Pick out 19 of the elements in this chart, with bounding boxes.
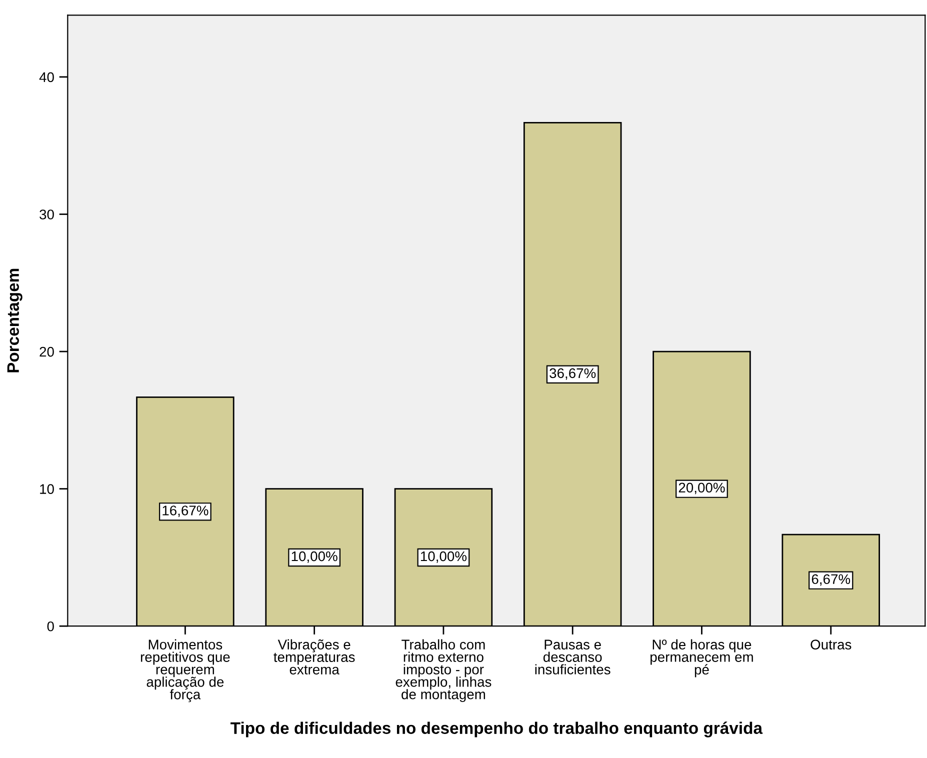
x-tick-label: Outras — [810, 640, 852, 650]
y-tick-label: 10 — [40, 484, 54, 494]
y-tick-label: 20 — [40, 346, 54, 357]
data-label: 6,67% — [812, 574, 850, 586]
data-label: 10,00% — [420, 551, 467, 563]
x-tick-label: Nº de horas que permanecem em pé — [650, 639, 753, 678]
x-axis-title: Tipo de dificuldades no desempenho do trabalho enquanto grávida — [230, 722, 763, 738]
data-label: 10,00% — [292, 551, 338, 563]
data-label: 16,67% — [162, 506, 208, 518]
y-axis-title: Porcentagem — [7, 268, 22, 372]
x-tick-label: Vibrações e temperaturas extrema — [274, 639, 355, 674]
data-label: 20,00% — [678, 482, 725, 494]
y-tick-label: 30 — [40, 210, 54, 220]
x-tick-label: Pausas e descanso insuficientes — [535, 640, 610, 674]
y-tick-label: 40 — [39, 72, 54, 82]
data-label: 36,67% — [550, 368, 596, 380]
y-tick-label: 0 — [47, 621, 54, 632]
x-tick-label: Movimentos repetitivos que requerem aplicação de força — [140, 639, 230, 702]
x-tick-label: Trabalho com ritmo externo imposto - por exemplo, linhas de montagem — [396, 639, 492, 702]
